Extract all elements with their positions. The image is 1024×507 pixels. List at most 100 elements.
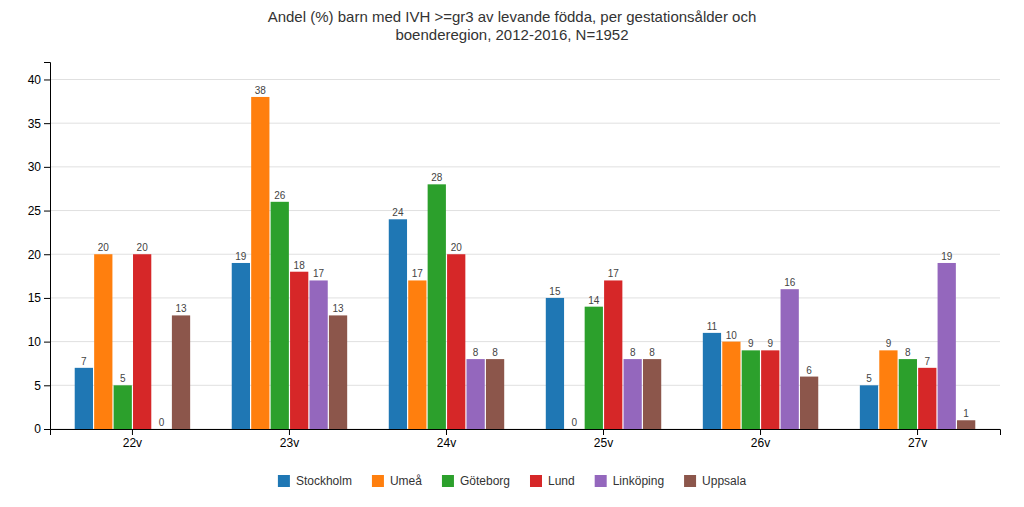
title-line: boenderegion, 2012-2016, N=1952 (395, 26, 628, 43)
bar (565, 429, 583, 430)
bar (428, 184, 446, 429)
y-tick: 0 (34, 422, 50, 436)
bar (152, 429, 170, 430)
legend-swatch (442, 475, 454, 487)
bar (742, 350, 760, 429)
bar (447, 254, 465, 429)
data-label: 5 (866, 373, 872, 384)
series (94, 97, 897, 429)
bar (879, 350, 897, 429)
data-label: 20 (451, 242, 463, 253)
data-label: 18 (294, 260, 306, 271)
data-label: 6 (806, 365, 812, 376)
bar (75, 368, 93, 429)
y-tick-mark (44, 298, 50, 299)
legend-item: Umeå (372, 474, 422, 488)
bar (546, 298, 564, 429)
grid-line (50, 79, 1000, 80)
series (309, 263, 955, 429)
y-tick: 35 (28, 117, 50, 131)
data-label: 20 (137, 242, 149, 253)
legend-item: Lund (530, 474, 575, 488)
grid-line (50, 297, 1000, 298)
x-tick-mark (603, 429, 604, 435)
data-label: 0 (159, 417, 165, 428)
bar (860, 385, 878, 429)
data-label: 13 (332, 303, 344, 314)
data-label: 8 (905, 347, 911, 358)
data-label: 7 (81, 356, 87, 367)
bar (408, 280, 426, 429)
legend-label: Uppsala (702, 474, 746, 488)
legend-swatch (372, 475, 384, 487)
grid (50, 79, 1000, 429)
y-tick-mark (44, 211, 50, 212)
data-label: 9 (748, 338, 754, 349)
bar (722, 342, 740, 429)
legend-label: Stockholm (296, 474, 352, 488)
series (75, 219, 878, 429)
y-tick-mark (44, 167, 50, 168)
title: Andel (%) barn med IVH >=gr3 av levande … (268, 8, 757, 43)
bar (624, 359, 642, 429)
data-label: 20 (98, 242, 110, 253)
bar (329, 315, 347, 429)
data-label: 17 (412, 268, 424, 279)
bars (75, 97, 976, 429)
y-tick: 25 (28, 204, 50, 218)
x-tick: 26v (751, 429, 770, 450)
data-label: 9 (886, 338, 892, 349)
bar (800, 377, 818, 429)
y-tick-mark (44, 429, 50, 430)
data-labels: 7192415115203817010952628149820182017970… (81, 85, 969, 428)
data-label: 24 (392, 207, 404, 218)
y-tick-label: 25 (28, 204, 42, 218)
y-tick: 30 (28, 160, 50, 174)
data-label: 15 (549, 286, 561, 297)
x-axis-line (51, 430, 1001, 436)
bar (781, 289, 799, 429)
data-label: 8 (630, 347, 636, 358)
x-tick: 24v (437, 429, 456, 450)
y-tick-mark (44, 123, 50, 124)
bar (486, 359, 504, 429)
legend-item: Linköping (595, 474, 664, 488)
y-tick-mark (44, 385, 50, 386)
bar (585, 307, 603, 429)
title-line: Andel (%) barn med IVH >=gr3 av levande … (268, 8, 757, 25)
bar (232, 263, 250, 429)
data-label: 8 (649, 347, 655, 358)
grid-line (50, 254, 1000, 255)
data-label: 38 (255, 85, 267, 96)
y-axis-line (44, 63, 51, 430)
x-tick-label: 24v (437, 436, 456, 450)
x-tick: 27v (908, 429, 927, 450)
x-tick-label: 23v (280, 436, 299, 450)
bar (251, 97, 269, 429)
x-tick: 25v (594, 429, 613, 450)
data-label: 17 (313, 268, 325, 279)
grid-line (50, 210, 1000, 211)
bar (604, 280, 622, 429)
bar (94, 254, 112, 429)
bar (271, 202, 289, 429)
y-tick-label: 30 (28, 160, 42, 174)
y-tick: 40 (28, 73, 50, 87)
x-tick-label: 22v (123, 436, 142, 450)
bar (918, 368, 936, 429)
data-label: 0 (572, 417, 578, 428)
x-tick-mark (289, 429, 290, 435)
legend-swatch (595, 475, 607, 487)
series (114, 184, 917, 429)
y-tick-mark (44, 254, 50, 255)
legend-label: Lund (548, 474, 575, 488)
y-tick-label: 40 (28, 73, 42, 87)
data-label: 14 (588, 295, 600, 306)
y-tick-label: 5 (34, 379, 41, 393)
bar (309, 280, 327, 429)
legend-item: Stockholm (278, 474, 352, 488)
legend-item: Göteborg (442, 474, 510, 488)
legend-label: Göteborg (460, 474, 510, 488)
data-label: 8 (492, 347, 498, 358)
x-tick: 22v (123, 429, 142, 450)
